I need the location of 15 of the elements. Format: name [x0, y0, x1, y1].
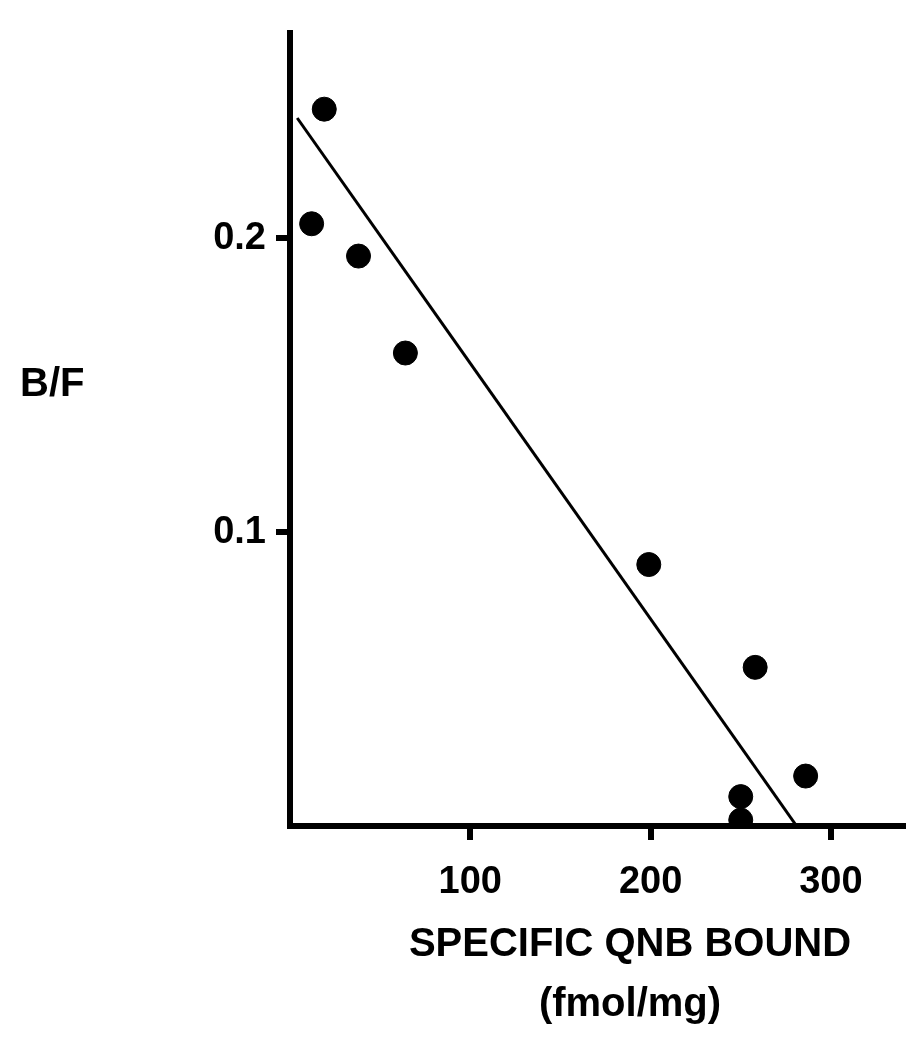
y-axis-title: B/F: [20, 360, 85, 405]
y-tick-label: 0.1: [213, 508, 266, 551]
point: [742, 654, 768, 680]
point: [299, 211, 325, 237]
x-axis-title: SPECIFIC QNB BOUND (fmol/mg): [408, 920, 852, 1025]
point: [636, 552, 662, 578]
point: [728, 784, 754, 810]
x-tick-label: 100: [438, 859, 502, 902]
point: [346, 243, 372, 269]
y-tick-label: 0.2: [213, 214, 266, 257]
point: [311, 96, 337, 122]
x-tick-label: 300: [799, 859, 863, 902]
x-tick-label: 200: [618, 859, 683, 902]
point: [392, 340, 418, 366]
point: [793, 763, 819, 789]
